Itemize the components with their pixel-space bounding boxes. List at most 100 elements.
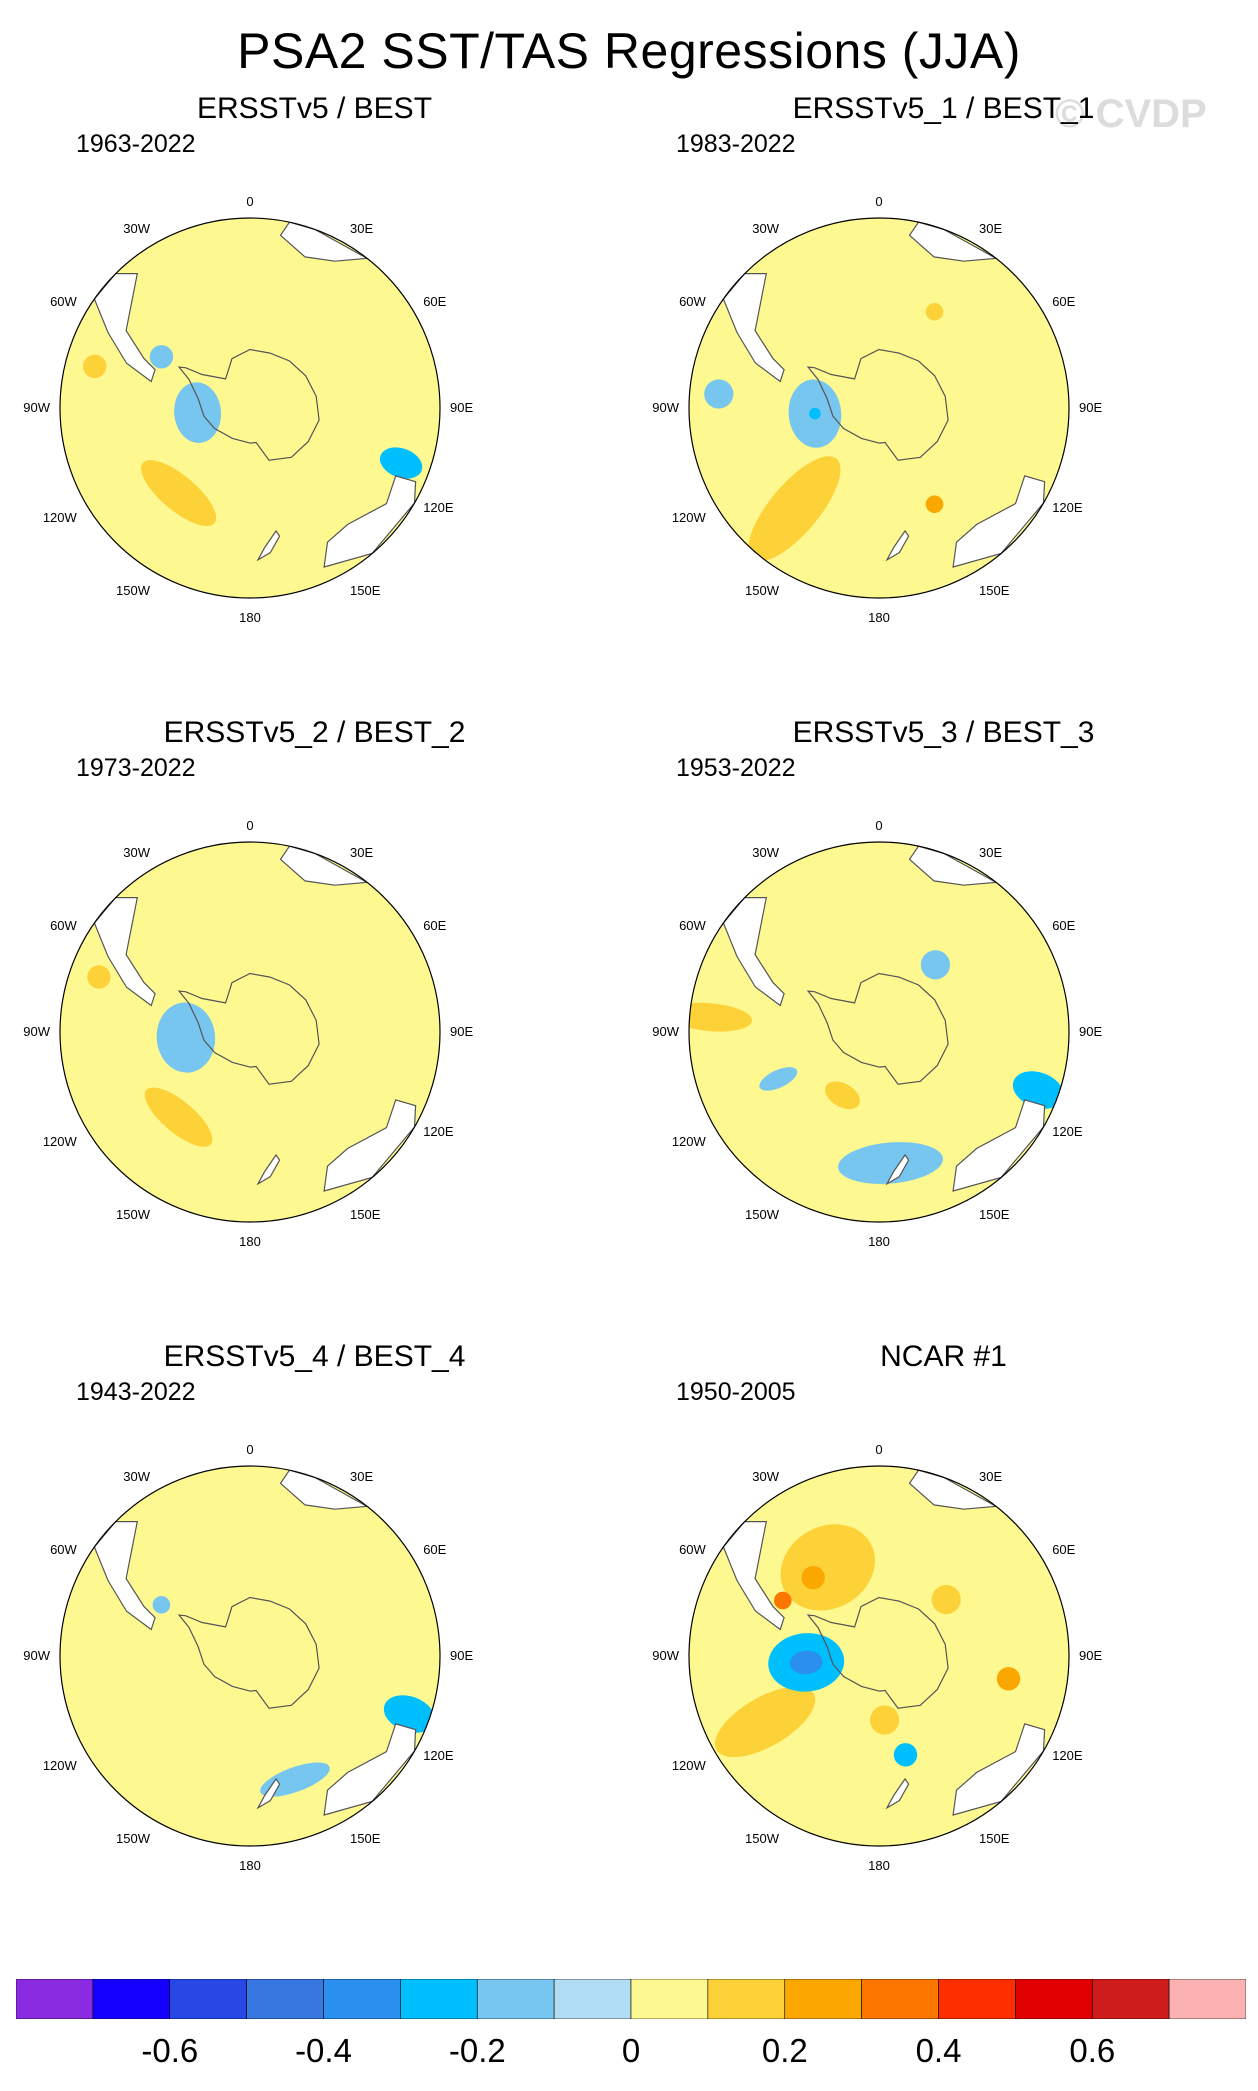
longitude-label: 150W [116, 1207, 151, 1222]
colorbar-swatch [630, 1979, 709, 2019]
longitude-label: 30W [752, 1469, 779, 1484]
map-frame [688, 1465, 1070, 1847]
anomaly-region [748, 456, 841, 562]
anomaly-region [144, 1087, 213, 1147]
colorbar [16, 1979, 1246, 2019]
panel-title: ERSSTv5_1 / BEST_1 [792, 92, 1095, 125]
south-america-land [93, 897, 156, 1007]
longitude-label: 30E [350, 845, 373, 860]
longitude-label: 150E [350, 1831, 381, 1846]
longitude-label: 120E [423, 1748, 454, 1763]
antarctica-coastline [177, 1596, 320, 1709]
south-america-land [93, 273, 156, 383]
anomaly-region [838, 1142, 943, 1184]
anomaly-region [152, 1595, 171, 1614]
longitude-label: 60W [679, 918, 706, 933]
panel-1: ERSSTv5 / BEST 1963-2022 0 30E 60E 90E 120E 1… [0, 88, 629, 708]
longitude-label: 90W [23, 1648, 50, 1663]
longitude-label: 120W [672, 1758, 707, 1773]
longitude-label: 90W [652, 400, 679, 415]
longitude-label: 0 [246, 194, 253, 209]
map-background [60, 1466, 440, 1846]
australia-land [952, 1099, 1046, 1192]
new-zealand-land [256, 1153, 281, 1186]
anomaly-region [893, 1743, 918, 1767]
new-zealand-land [256, 1777, 281, 1810]
longitude-label: 30E [350, 221, 373, 236]
anomaly-region [704, 379, 734, 409]
colorbar-tick-label: 0.4 [915, 2032, 962, 2069]
antarctica-coastline [806, 972, 949, 1085]
longitude-label: 120E [1052, 1748, 1083, 1763]
panel-period: 1953-2022 [676, 754, 796, 782]
longitude-label: 180 [868, 1858, 890, 1873]
longitude-label: 90E [450, 1024, 473, 1039]
longitude-label: 60E [1052, 918, 1075, 933]
longitude-label: 60W [50, 294, 77, 309]
anomaly-region [789, 1650, 823, 1675]
longitude-label: 150E [350, 583, 381, 598]
longitude-label: 60W [679, 294, 706, 309]
south-america-land [93, 1521, 156, 1631]
longitude-label: 30W [752, 845, 779, 860]
colorbar-swatch [553, 1979, 632, 2019]
anomaly-region [87, 965, 111, 989]
antarctica-coastline [806, 348, 949, 461]
longitude-label: 90E [1079, 1648, 1102, 1663]
longitude-label: 0 [875, 818, 882, 833]
anomaly-region [156, 1002, 216, 1073]
panel-period: 1983-2022 [676, 130, 796, 158]
longitude-label: 60E [1052, 1542, 1075, 1557]
figure-title: PSA2 SST/TAS Regressions (JJA) [237, 23, 1021, 79]
south-america-land [722, 897, 785, 1007]
anomaly-region [780, 1524, 875, 1611]
longitude-label: 120W [43, 510, 78, 525]
australia-land [952, 1723, 1046, 1816]
longitude-label: 120W [43, 1134, 78, 1149]
anomaly-region [925, 303, 944, 321]
new-zealand-land [885, 1777, 910, 1810]
australia-land [323, 1723, 417, 1816]
new-zealand-land [256, 529, 281, 562]
longitude-label: 30W [123, 845, 150, 860]
polar-map: 0 30E 60E 90E 120E 150E 180 150W 120W 90W 60W 30W [652, 818, 1102, 1249]
polar-map: 0 30E 60E 90E 120E 150E 180 150W 120W 90W 60W 30W [23, 194, 473, 625]
longitude-label: 30E [979, 1469, 1002, 1484]
longitude-label: 90E [1079, 1024, 1102, 1039]
map-frame [688, 217, 1070, 599]
polar-map: 0 30E 60E 90E 120E 150E 180 150W 120W 90W 60W 30W [652, 1442, 1102, 1873]
longitude-label: 90E [1079, 400, 1102, 415]
colorbar-swatch [1015, 1979, 1093, 2019]
antarctica-coastline [806, 1596, 949, 1709]
longitude-label: 120E [1052, 500, 1083, 515]
longitude-label: 180 [868, 610, 890, 625]
polar-map: 0 30E 60E 90E 120E 150E 180 150W 120W 90W 60W 30W [23, 818, 473, 1249]
longitude-label: 120W [672, 1134, 707, 1149]
longitude-label: 150W [745, 583, 780, 598]
panel-4: ERSSTv5_3 / BEST_3 1953-2022 0 30E 60E 90E 1… [629, 712, 1258, 1332]
longitude-label: 60W [679, 1542, 706, 1557]
longitude-label: 30W [123, 1469, 150, 1484]
panel-2: ERSSTv5_1 / BEST_1 1983-2022 0 30E 60E 90E 1… [629, 88, 1258, 708]
colorbar-swatch [169, 1979, 247, 2019]
longitude-label: 30E [979, 221, 1002, 236]
longitude-label: 120W [672, 510, 707, 525]
longitude-label: 60W [50, 918, 77, 933]
longitude-label: 30E [350, 1469, 373, 1484]
colorbar-swatch [92, 1979, 171, 2019]
anomaly-region [383, 1695, 435, 1733]
anomaly-region [996, 1667, 1021, 1691]
longitude-label: 180 [239, 1234, 261, 1249]
longitude-label: 150E [350, 1207, 381, 1222]
anomaly-region [922, 916, 1055, 1068]
anomaly-region [60, 1603, 180, 1709]
anomaly-region [113, 881, 237, 1004]
antarctica-coastline [177, 348, 320, 461]
panel-title: ERSSTv5_4 / BEST_4 [163, 1340, 466, 1373]
longitude-label: 90W [23, 400, 50, 415]
colorbar-tick-labels: -0.6 -0.4 -0.2 0 0.2 0.4 0.6 [0, 2032, 1258, 2082]
anomaly-region [801, 1565, 825, 1590]
anomaly-region [335, 965, 424, 1054]
polar-map: 0 30E 60E 90E 120E 150E 180 150W 120W 90W 60W 30W [23, 1442, 473, 1873]
longitude-label: 180 [239, 610, 261, 625]
